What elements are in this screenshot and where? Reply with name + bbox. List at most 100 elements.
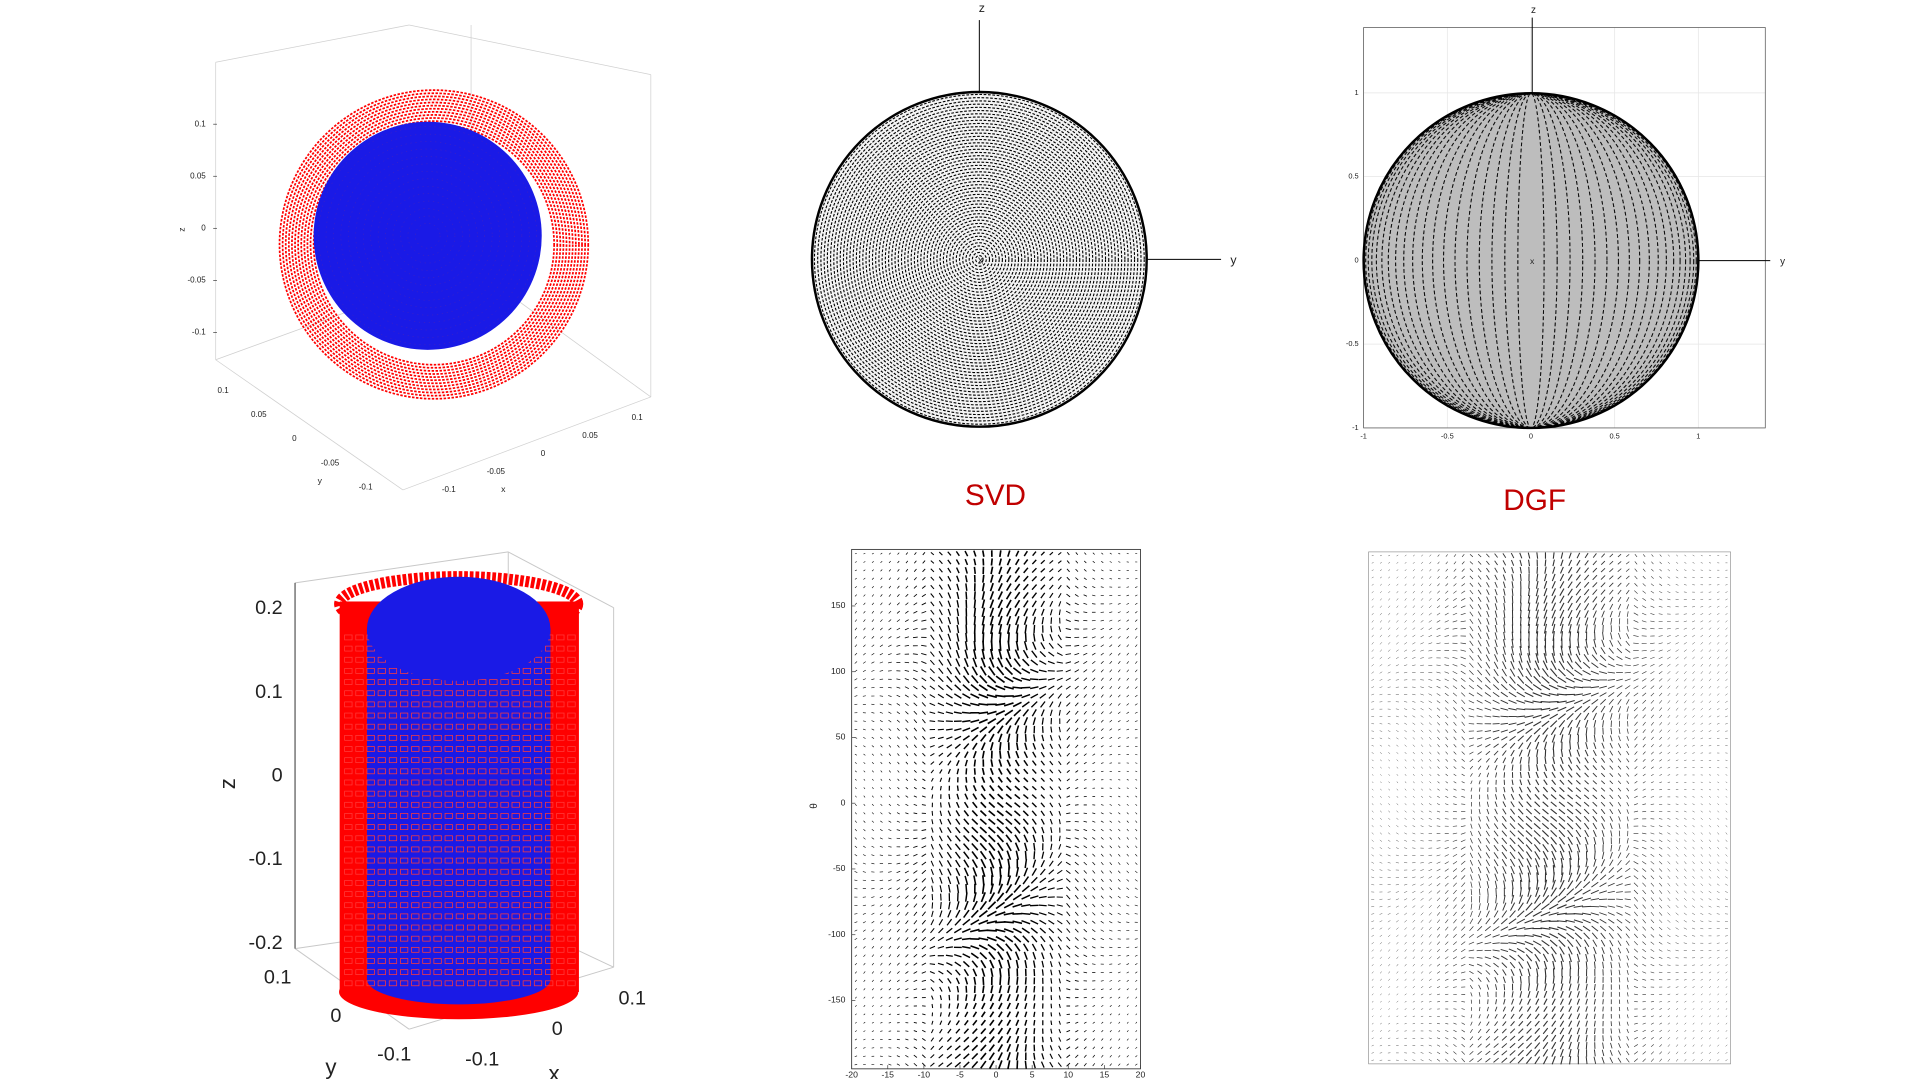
shell-element	[522, 746, 531, 752]
current-vector	[1396, 730, 1399, 732]
current-vector	[1006, 607, 1012, 617]
current-vector	[1592, 582, 1598, 588]
current-vector	[888, 996, 892, 999]
current-vector	[1700, 627, 1704, 630]
tick-label: 0	[272, 765, 283, 787]
shell-element	[500, 790, 509, 797]
current-vector	[1437, 576, 1440, 579]
current-vector	[913, 803, 918, 806]
current-vector	[1567, 719, 1573, 728]
current-vector	[888, 979, 892, 983]
current-vector	[871, 888, 875, 890]
shell-element	[433, 880, 442, 886]
current-vector	[1658, 663, 1663, 667]
shell-element	[489, 712, 498, 719]
current-vector	[1074, 878, 1079, 883]
current-vector	[938, 659, 944, 666]
current-vector	[1396, 627, 1399, 630]
current-vector	[1006, 850, 1012, 861]
shell-element	[433, 913, 442, 920]
current-vector	[1461, 568, 1465, 572]
current-vector	[1134, 694, 1138, 698]
current-vector	[1135, 853, 1138, 857]
current-vector	[938, 568, 943, 573]
current-vector	[1058, 1045, 1062, 1051]
current-vector	[930, 551, 935, 556]
current-vector	[1716, 605, 1720, 608]
shell-element	[466, 779, 476, 786]
current-vector	[871, 1013, 874, 1016]
current-vector	[981, 607, 986, 617]
current-vector	[921, 644, 927, 647]
shell-element	[567, 835, 576, 842]
current-vector	[1006, 648, 1012, 660]
current-vector	[1568, 552, 1572, 559]
current-vector	[1429, 568, 1432, 572]
current-vector	[939, 1012, 942, 1017]
current-vector	[1700, 554, 1703, 557]
current-vector	[972, 968, 978, 977]
current-vector	[946, 1062, 953, 1068]
current-vector	[1610, 713, 1613, 720]
current-vector	[1003, 928, 1014, 934]
current-vector	[1109, 837, 1113, 840]
current-vector	[922, 1013, 926, 1016]
current-vector	[1535, 602, 1539, 612]
current-vector	[1015, 624, 1019, 634]
current-vector	[997, 1019, 1003, 1027]
tick-label: 0	[292, 434, 297, 443]
current-vector	[1023, 826, 1029, 834]
current-vector	[1592, 553, 1597, 558]
current-vector	[863, 627, 866, 631]
current-vector	[897, 778, 900, 781]
shell-element	[533, 946, 543, 953]
shell-element	[355, 712, 364, 719]
current-vector	[1066, 936, 1071, 942]
current-vector	[1486, 582, 1490, 588]
current-vector	[1135, 762, 1138, 764]
current-vector	[1477, 575, 1482, 580]
shell-element	[567, 980, 576, 987]
current-vector	[938, 927, 944, 934]
shell-element	[377, 969, 386, 975]
current-vector	[1100, 628, 1105, 630]
current-vector	[1421, 569, 1424, 572]
shell-element	[400, 969, 409, 975]
shell-element	[355, 902, 364, 909]
current-vector	[1083, 1046, 1087, 1050]
current-vector	[1006, 759, 1012, 767]
current-vector	[1708, 671, 1712, 674]
current-vector	[1109, 719, 1113, 723]
current-vector	[921, 1029, 926, 1033]
current-vector	[1445, 561, 1448, 565]
current-vector	[1006, 624, 1011, 634]
current-vector	[1126, 896, 1130, 899]
current-vector	[1379, 664, 1383, 667]
current-vector	[1567, 609, 1573, 619]
current-vector	[1420, 657, 1424, 659]
current-vector	[1469, 618, 1474, 624]
current-vector	[1007, 733, 1011, 743]
shell-element	[556, 690, 565, 697]
current-vector	[953, 711, 962, 715]
current-vector	[1083, 585, 1087, 589]
current-vector	[981, 866, 986, 878]
current-vector	[964, 977, 969, 985]
current-vector	[1388, 627, 1391, 630]
current-vector	[1412, 642, 1416, 645]
current-vector	[930, 1054, 935, 1059]
current-vector	[929, 720, 936, 723]
shell-element	[489, 768, 498, 775]
shell-element	[422, 868, 431, 875]
current-vector	[1582, 661, 1591, 669]
shell-element	[545, 891, 554, 897]
shell-element	[522, 801, 531, 808]
current-vector	[1109, 988, 1113, 991]
current-vector	[1502, 567, 1506, 574]
shell-element	[366, 656, 375, 663]
current-vector	[854, 879, 858, 882]
current-vector	[1371, 576, 1374, 579]
current-vector	[1006, 558, 1011, 566]
current-vector	[938, 760, 943, 766]
current-vector	[863, 946, 866, 949]
